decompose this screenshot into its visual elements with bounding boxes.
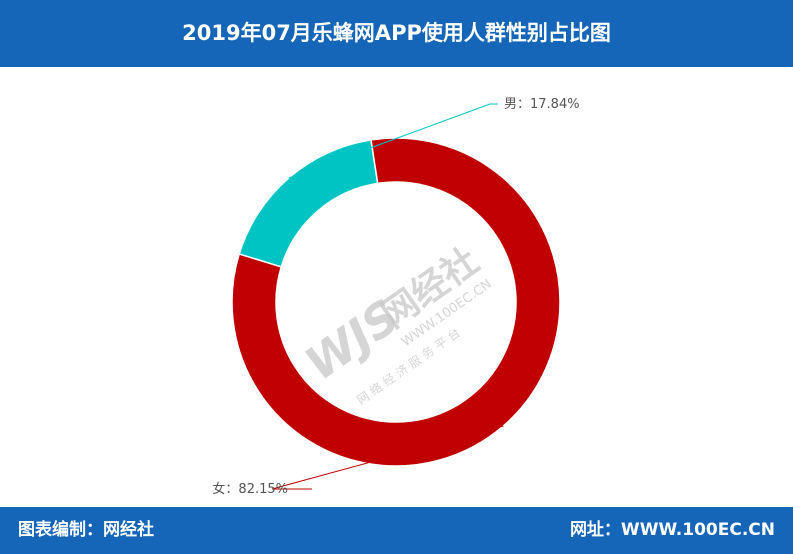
- donut-slices: [231, 137, 561, 467]
- page-title: 2019年07月乐蜂网APP使用人群性别占比图: [182, 21, 611, 45]
- footer-website: 网址：WWW.100EC.CN: [569, 520, 775, 540]
- footer-bar: 图表编制：网经社 网址：WWW.100EC.CN: [0, 507, 793, 554]
- donut-chart: WJS 网经社 WWW.100EC.CN 网 络 经 济 服 务 平 台 男：1…: [212, 97, 579, 497]
- slice-female: [231, 137, 561, 467]
- header-bar: 2019年07月乐蜂网APP使用人群性别占比图: [0, 0, 793, 67]
- data-label-female: 女：82.15%: [212, 481, 288, 497]
- slice-labels: 男：17.84% 女：82.15%: [212, 97, 579, 497]
- leader-line-female: [271, 425, 504, 490]
- footer-credit: 图表编制：网经社: [18, 520, 154, 540]
- leader-line-male: [288, 103, 498, 179]
- chart-area: WJS 网经社 WWW.100EC.CN 网 络 经 济 服 务 平 台 男：1…: [0, 67, 793, 507]
- slice-male: [238, 139, 379, 268]
- data-label-male: 男：17.84%: [504, 97, 580, 112]
